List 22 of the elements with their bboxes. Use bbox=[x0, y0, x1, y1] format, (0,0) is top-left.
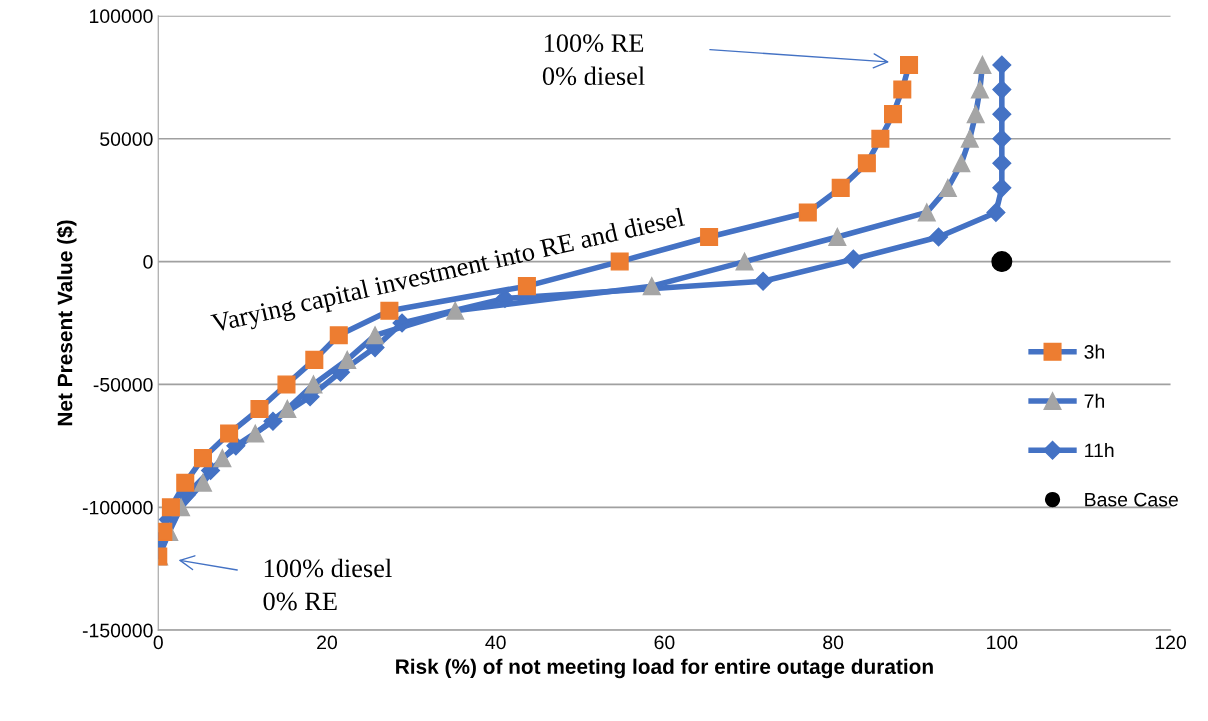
y-tick-label: 100000 bbox=[89, 9, 153, 24]
y-tick-label: 50000 bbox=[100, 132, 153, 146]
x-tick-label: 80 bbox=[823, 635, 844, 650]
y-tick-label: -150000 bbox=[82, 623, 153, 638]
annotation: 100% diesel 0% RE bbox=[263, 558, 392, 611]
legend-label: 3h bbox=[1084, 344, 1105, 359]
x-tick-label: 120 bbox=[1155, 635, 1187, 650]
y-tick-label: -100000 bbox=[82, 500, 153, 515]
legend-label: Base Case bbox=[1085, 492, 1178, 507]
legend-label: 11h bbox=[1085, 442, 1114, 458]
y-axis-title: Net Present Value ($) bbox=[56, 220, 77, 426]
x-tick-label: 100 bbox=[987, 635, 1018, 650]
legend-label: 7h bbox=[1084, 393, 1105, 408]
x-tick-label: 60 bbox=[654, 635, 675, 650]
annotation: 100% RE 0% diesel bbox=[542, 34, 645, 86]
x-tick-label: 40 bbox=[485, 635, 506, 650]
x-tick-label: 20 bbox=[317, 635, 338, 650]
y-tick-label: 0 bbox=[143, 255, 153, 269]
y-tick-label: -50000 bbox=[93, 377, 153, 392]
annotation: Varying capital investment into RE and diesel bbox=[210, 207, 687, 338]
x-axis-title: Risk (%) of not meeting load for entire outage duration bbox=[396, 658, 933, 679]
x-tick-label: 0 bbox=[153, 635, 163, 650]
